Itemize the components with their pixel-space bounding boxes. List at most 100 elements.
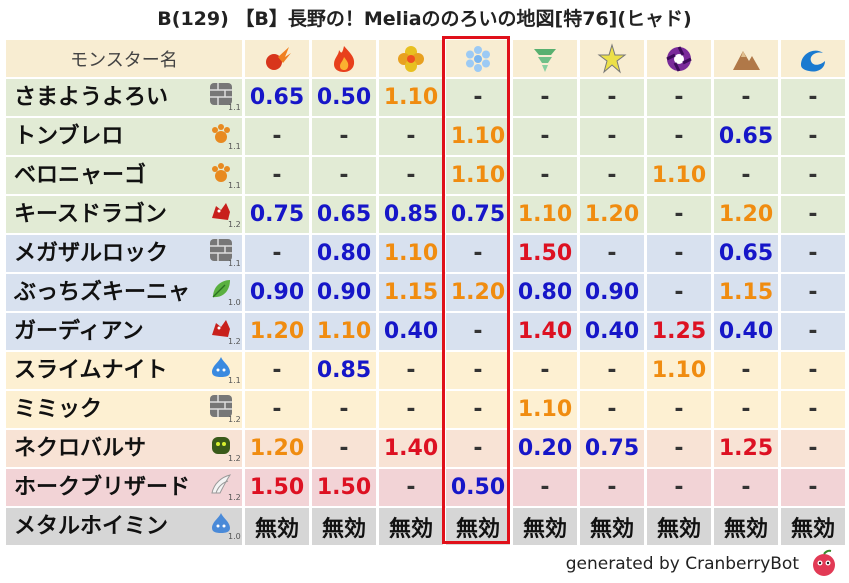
table-row: ミミック 1.2- - - -1.10- - - - <box>6 391 845 428</box>
resist-value: 無効 <box>781 508 845 545</box>
monster-cell: ぶっちズキーニャ 1.0 <box>6 274 242 311</box>
resist-value: - <box>513 118 577 155</box>
resist-value: 1.20 <box>446 274 510 311</box>
wing-icon <box>211 474 232 494</box>
resist-value: 無効 <box>245 508 309 545</box>
table-row: ベロニャーゴ 1.1- - -1.10- -1.10- - <box>6 157 845 194</box>
resist-value: 0.50 <box>446 469 510 506</box>
resist-header-7 <box>714 40 778 77</box>
resist-value: - <box>312 430 376 467</box>
table-row: ホークブリザード 1.2 1.50 1.50-0.50- - - - - <box>6 469 845 506</box>
resist-value: - <box>245 235 309 272</box>
resist-value: - <box>312 157 376 194</box>
resist-header-1 <box>312 40 376 77</box>
resist-value: - <box>781 391 845 428</box>
resist-value: - <box>312 391 376 428</box>
cranberry-icon <box>813 549 835 576</box>
resist-value: - <box>781 430 845 467</box>
resist-value: - <box>580 391 644 428</box>
resist-value: 0.90 <box>580 274 644 311</box>
resist-value: 0.75 <box>245 196 309 233</box>
resist-value: 無効 <box>580 508 644 545</box>
resist-value: 0.40 <box>379 313 443 350</box>
resist-value: 0.90 <box>245 274 309 311</box>
monster-level: 1.1 <box>228 142 241 151</box>
monster-name: スライムナイト <box>14 358 168 383</box>
resist-value: 1.20 <box>580 196 644 233</box>
monster-name: ミミック <box>14 397 103 422</box>
monster-cell: ネクロバルサ 1.2 <box>6 430 242 467</box>
resist-value: - <box>647 118 711 155</box>
resist-header-8 <box>781 40 845 77</box>
monster-level: 1.0 <box>228 298 241 307</box>
resist-value: 0.65 <box>714 235 778 272</box>
ice-icon <box>466 45 490 72</box>
resist-value: - <box>647 469 711 506</box>
monster-name: さまようよろい <box>14 85 169 110</box>
monster-cell: メガザルロック 1.1 <box>6 235 242 272</box>
resist-value: 0.65 <box>245 79 309 116</box>
monster-cell: メタルホイミン 1.0 <box>6 508 242 545</box>
resist-value: 1.25 <box>647 313 711 350</box>
slime-icon <box>212 357 230 377</box>
table-row: キースドラゴン 1.2 0.75 0.65 0.85 0.75 1.10 1.20-1.20- <box>6 196 845 233</box>
paw-icon <box>212 163 230 182</box>
resist-value: - <box>714 157 778 194</box>
resist-value: - <box>379 352 443 389</box>
resist-value: 0.80 <box>513 274 577 311</box>
water-icon <box>801 50 825 72</box>
resist-value: - <box>781 313 845 350</box>
dragon-icon <box>212 320 230 337</box>
resist-value: 1.50 <box>245 469 309 506</box>
page-title: B(129) 【B】長野の！Meliaののろいの地図[特76](ヒャド) <box>157 8 692 30</box>
resist-value: - <box>245 118 309 155</box>
leaf-icon <box>212 280 230 298</box>
metal-slime-icon <box>212 513 230 533</box>
resist-value: - <box>580 118 644 155</box>
monster-level: 1.1 <box>228 259 241 268</box>
resist-value: 無効 <box>379 508 443 545</box>
resist-value: - <box>245 157 309 194</box>
resist-value: - <box>647 274 711 311</box>
monster-cell: キースドラゴン 1.2 <box>6 196 242 233</box>
resist-value: 1.50 <box>513 235 577 272</box>
resist-value: 0.50 <box>312 79 376 116</box>
resist-value: - <box>781 235 845 272</box>
resist-value: 1.10 <box>647 157 711 194</box>
resist-value: - <box>446 235 510 272</box>
resist-value: 0.85 <box>379 196 443 233</box>
resist-value: 0.80 <box>312 235 376 272</box>
flame-icon <box>334 45 355 72</box>
table-row: メガザルロック 1.1-0.80 1.10-1.50- -0.65- <box>6 235 845 272</box>
paw-icon <box>212 124 230 143</box>
resist-value: 0.20 <box>513 430 577 467</box>
resist-value: 1.10 <box>647 352 711 389</box>
resist-value: 1.15 <box>714 274 778 311</box>
monster-name: ネクロバルサ <box>14 436 147 461</box>
resist-value: - <box>379 391 443 428</box>
zombie-icon <box>212 437 230 454</box>
explosion-icon <box>398 45 424 72</box>
resist-value: 1.20 <box>714 196 778 233</box>
fire-ball-icon <box>266 46 291 70</box>
resist-value: - <box>580 79 644 116</box>
dragon-icon <box>212 203 230 220</box>
resist-value: 1.40 <box>379 430 443 467</box>
resist-value: 0.75 <box>446 196 510 233</box>
monster-cell: ホークブリザード 1.2 <box>6 469 242 506</box>
resist-value: - <box>781 118 845 155</box>
resist-value: - <box>513 157 577 194</box>
resist-value: 0.90 <box>312 274 376 311</box>
monster-cell: ベロニャーゴ 1.1 <box>6 157 242 194</box>
footer-credit: generated by CranberryBot <box>565 554 799 574</box>
resist-value: - <box>245 391 309 428</box>
resist-value: - <box>379 157 443 194</box>
monster-cell: ミミック 1.2 <box>6 391 242 428</box>
resist-value: 無効 <box>647 508 711 545</box>
monster-cell: ガーディアン 1.2 <box>6 313 242 350</box>
table-row: トンブレロ 1.1- - -1.10- - -0.65- <box>6 118 845 155</box>
resist-value: - <box>714 469 778 506</box>
monster-name: メタルホイミン <box>14 514 169 539</box>
resist-value: 無効 <box>446 508 510 545</box>
resist-value: - <box>647 391 711 428</box>
